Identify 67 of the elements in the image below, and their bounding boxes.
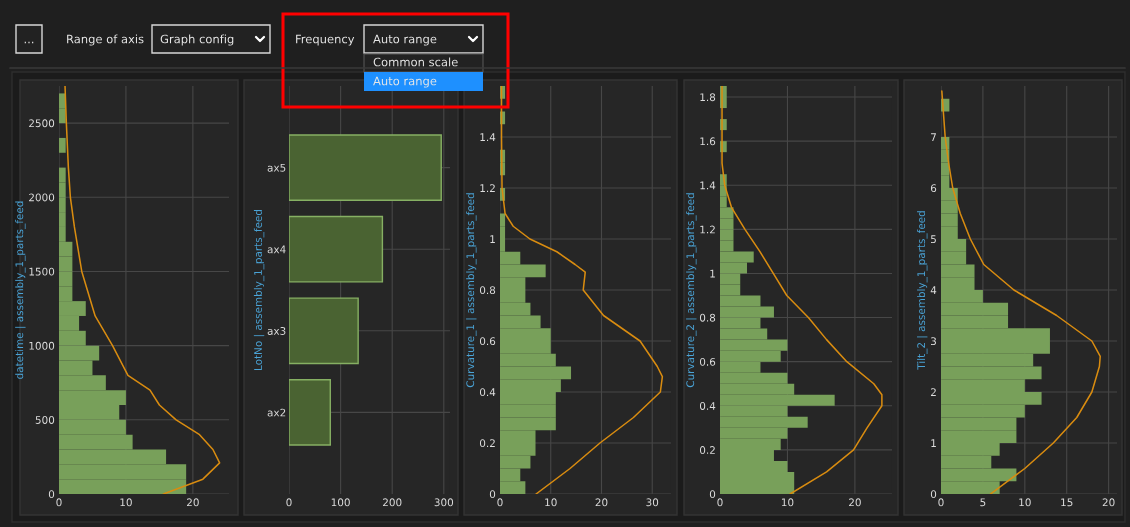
x-tick-label: 0 [56,498,62,507]
y-tick-label: 1.4 [700,181,716,190]
x-tick-label: 0 [717,498,723,507]
y-tick-label: 0 [489,490,496,499]
y-tick-label: ax4 [267,245,286,254]
y-tick-label: 0 [48,490,55,499]
y-axis-title: Curvature_1 | assembly_1_parts_feed [466,193,477,388]
text: ... [24,41,34,44]
y-tick-label: 1 [710,269,715,278]
y-tick-label: 1.4 [480,133,496,141]
x-tick-label: 0 [938,498,944,507]
y-tick-label: 2000 [29,193,55,202]
y-tick-label: 0.2 [699,446,715,454]
x-tick-label: 100 [331,498,350,507]
x-tick-label: 10 [1019,498,1031,507]
y-tick-label: 7 [931,133,936,141]
text: Common scale [373,57,458,67]
y-tick-label: 1.2 [480,184,495,192]
y-tick-label: 1.6 [700,137,716,146]
y-tick-label: 0.8 [699,313,716,322]
y-tick-label: 3 [931,337,936,346]
y-tick-label: 2 [930,388,936,396]
y-tick-label: 5 [931,235,936,244]
y-tick-label: 0.2 [479,439,495,448]
y-tick-label: 1500 [29,267,55,276]
y-tick-label: 0.6 [699,357,716,366]
y-axis-title: Tilt_2 | assembly_1_parts_feed [917,211,928,370]
y-tick-label: 1 [490,235,495,243]
x-tick-label: 15 [1061,498,1073,507]
y-tick-label: 1.8 [700,93,716,102]
y-tick-label: 0.6 [479,337,496,346]
y-tick-label: 0.8 [479,286,496,295]
x-tick-label: 10 [781,498,794,507]
y-axis-title: datetime | assembly_1_parts_feed [15,201,26,379]
y-tick-label: 2500 [29,119,55,128]
y-tick-label: 500 [35,416,55,424]
y-tick-label: 0.4 [699,402,716,410]
y-tick-label: 1000 [29,341,55,350]
x-tick-label: 0 [497,498,503,507]
x-tick-label: 10 [545,498,557,507]
y-tick-label: 1 [931,439,936,447]
y-tick-label: 6 [930,184,937,193]
y-tick-label: ax2 [267,408,286,417]
y-axis-title: LotNo | assembly_1_parts_feed [253,209,265,370]
x-tick-label: 20 [1102,498,1115,507]
y-tick-label: 0 [930,490,937,499]
x-tick-label: 20 [186,498,199,507]
x-tick-label: 20 [595,498,608,507]
text: Range of axis [67,34,144,46]
x-tick-label: 300 [434,498,454,507]
x-tick-label: 10 [120,498,132,507]
y-tick-label: 0.4 [479,388,496,397]
x-tick-label: 200 [383,498,402,507]
text: Graph config [160,34,234,46]
y-axis-title: Curvature_2 | assembly_1_parts_feed [686,193,697,388]
text: Auto range [373,34,437,46]
text: Frequency [296,34,355,46]
y-tick-label: ax5 [267,163,286,172]
x-tick-label: 20 [849,498,861,507]
x-tick-label: 30 [646,498,659,507]
y-tick-label: 4 [930,286,937,294]
y-tick-label: 1.2 [700,225,715,234]
y-tick-label: 0 [709,490,716,499]
x-tick-label: 0 [286,498,292,507]
y-tick-label: ax3 [267,327,286,335]
annotation: Auto range [373,76,437,88]
x-tick-label: 5 [980,498,986,507]
